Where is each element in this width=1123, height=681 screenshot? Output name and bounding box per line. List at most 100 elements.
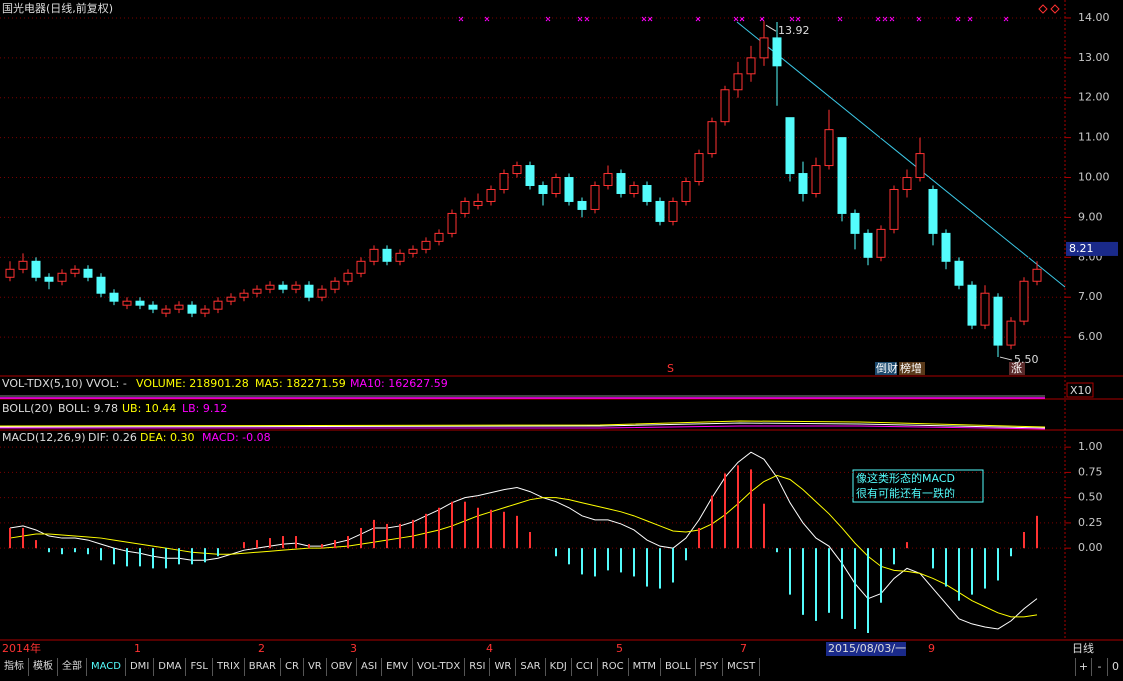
tab[interactable]: ROC (597, 658, 629, 676)
candle-body (1019, 280, 1029, 322)
candle-body (460, 200, 470, 214)
tab[interactable]: TRIX (212, 658, 245, 676)
indicator-value: DEA: 0.30 (140, 431, 194, 444)
scale-label[interactable]: X10 (1070, 384, 1092, 397)
candle-body (252, 288, 262, 294)
candle-body (993, 296, 1003, 346)
candle-body (343, 272, 353, 282)
candle-body (824, 129, 834, 167)
y-tick-label: 0.25 (1078, 516, 1103, 529)
tab[interactable]: CR (281, 658, 304, 676)
candle-body (135, 300, 145, 306)
control-button[interactable]: - (1091, 658, 1107, 676)
tab[interactable]: MACD (87, 658, 126, 676)
x-axis-label: 4 (486, 642, 493, 655)
control-button[interactable]: 0 (1107, 658, 1123, 676)
y-tick-label: 6.00 (1078, 330, 1103, 343)
y-tick-label: 7.00 (1078, 290, 1103, 303)
tab[interactable]: 全部 (58, 658, 87, 676)
candle-body (434, 232, 444, 242)
candle-body (798, 173, 808, 194)
tab[interactable]: EMV (382, 658, 413, 676)
candle-body (785, 117, 795, 175)
tab[interactable]: MCST (723, 658, 761, 676)
tab[interactable]: PSY (695, 658, 724, 676)
period-label: 日线 (1072, 641, 1094, 655)
candle-body (863, 232, 873, 258)
y-tick-label: 1.00 (1078, 440, 1103, 453)
candle-body (57, 272, 67, 282)
tab[interactable]: BRAR (244, 658, 281, 676)
x-axis-label: 5 (616, 642, 623, 655)
candle-body (226, 296, 236, 302)
candle-body (317, 288, 327, 298)
current-price-box (1066, 241, 1118, 256)
tab[interactable]: WR (490, 658, 517, 676)
y-tick-label: 9.00 (1078, 210, 1103, 223)
tag-bg (899, 362, 925, 375)
candle-body (772, 37, 782, 67)
candle-body (83, 268, 93, 278)
current-price: 8.21 (1069, 242, 1094, 255)
candle-body (603, 173, 613, 187)
y-tick-label: 12.00 (1078, 91, 1110, 104)
candle-body (187, 304, 197, 314)
candle-body (941, 232, 951, 262)
boll-line (0, 422, 1046, 429)
candle-body (421, 240, 431, 250)
candle-body (564, 177, 574, 202)
candle-body (538, 185, 548, 194)
candle-body (5, 268, 15, 278)
tab[interactable]: 模板 (29, 658, 58, 676)
macd-line (9, 474, 1038, 618)
indicator-value: VVOL: - (86, 377, 127, 390)
tab[interactable]: CCI (571, 658, 598, 676)
tab[interactable]: BOLL (660, 658, 696, 676)
indicator-name: BOLL(20) (2, 402, 53, 415)
tab[interactable]: RSI (465, 658, 491, 676)
tab[interactable]: VR (303, 658, 327, 676)
tab[interactable]: DMI (125, 658, 155, 676)
high-label: 13.92 (778, 24, 810, 37)
candle-body (265, 284, 275, 290)
scale-box[interactable] (1066, 382, 1094, 398)
tab[interactable]: DMA (154, 658, 187, 676)
candle-body (473, 200, 483, 206)
candle-body (1032, 268, 1042, 282)
signal-tag: 榜增 (900, 361, 922, 375)
tab[interactable]: KDJ (545, 658, 572, 676)
x-axis-label: 1 (134, 642, 141, 655)
control-button[interactable]: + (1075, 658, 1091, 676)
tab[interactable]: OBV (326, 658, 357, 676)
candle-body (811, 165, 821, 194)
tab[interactable]: FSL (186, 658, 213, 676)
candle-body (616, 173, 626, 194)
window-icon[interactable] (1038, 4, 1060, 14)
candle-body (1006, 320, 1016, 346)
candle-body (70, 268, 80, 274)
candle-body (681, 181, 691, 202)
candle-body (967, 284, 977, 326)
candle-body (655, 200, 665, 222)
candle-body (720, 89, 730, 123)
tab[interactable]: SAR (516, 658, 546, 676)
tab[interactable]: ASI (357, 658, 383, 676)
candle-body (96, 276, 106, 294)
tab[interactable]: 指标 (0, 658, 29, 676)
tag-bg (1009, 362, 1025, 375)
indicator-value: MA10: 162627.59 (350, 377, 448, 390)
tab[interactable]: VOL-TDX (412, 658, 466, 676)
tab[interactable]: MTM (628, 658, 661, 676)
candle-body (746, 57, 756, 75)
candle-body (954, 260, 964, 286)
signal-markers (458, 16, 1009, 22)
chart-title: 国光电器(日线,前复权) (2, 1, 113, 15)
candle-body (928, 188, 938, 234)
candle-body (122, 300, 132, 306)
candle-body (707, 121, 717, 155)
candle-body (304, 284, 314, 298)
candle-body (18, 260, 28, 270)
candle-body (148, 304, 158, 310)
candle-body (850, 212, 860, 234)
candle-body (382, 248, 392, 262)
